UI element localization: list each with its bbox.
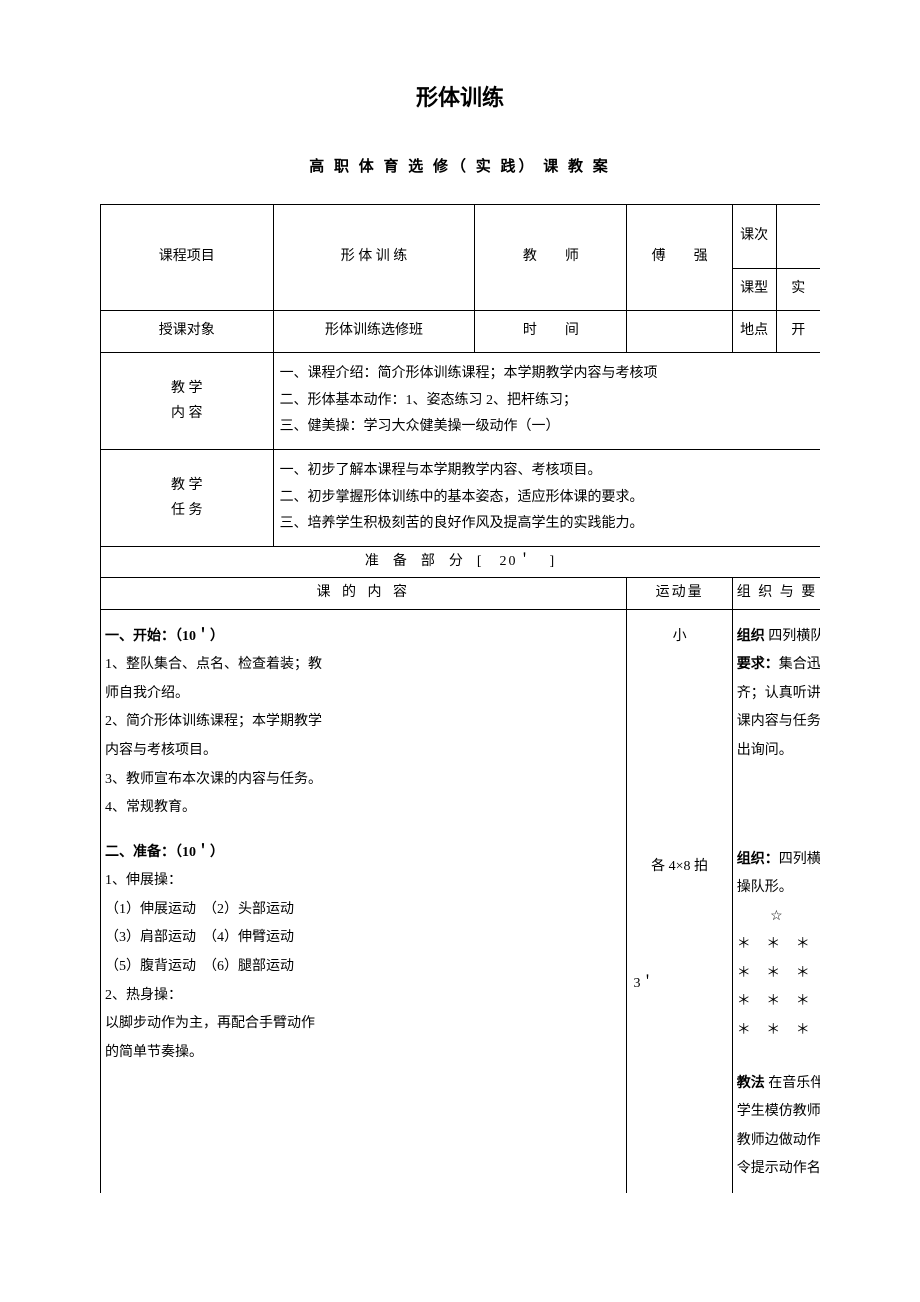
doc-title: 形体训练 bbox=[100, 80, 820, 115]
cell-keci-value bbox=[776, 205, 820, 269]
lesson-plan-table: 课程项目 形 体 训 练 教 师 傅 强 课次 课型 实 授课对象 形体训练选修… bbox=[100, 204, 820, 1193]
cell-task-body: 一、初步了解本课程与本学期教学内容、考核项目。 二、初步掌握形体训练中的基本姿态… bbox=[273, 449, 820, 546]
table-row: 课程项目 形 体 训 练 教 师 傅 强 课次 bbox=[101, 205, 821, 269]
cell-place-value: 开 bbox=[776, 311, 820, 353]
cell-task-label: 教 学 任 务 bbox=[101, 449, 274, 546]
content-line: 三、健美操：学习大众健美操一级动作（一） bbox=[280, 414, 814, 441]
list-item: 2、热身操： bbox=[105, 983, 622, 1010]
body-load-cell: 小 各 4×8 拍 3＇ bbox=[627, 609, 732, 1193]
task-line: 三、培养学生积极刻苦的良好作风及提高学生的实践能力。 bbox=[280, 511, 814, 538]
org-line: 要求：集合迅 bbox=[737, 652, 816, 679]
org-line: 组织 四列横队 bbox=[737, 624, 816, 651]
cell-ketype-value: 实 bbox=[776, 269, 820, 311]
spacer bbox=[631, 883, 727, 969]
cell-course-label: 课程项目 bbox=[101, 205, 274, 311]
cell-teacher-label: 教 师 bbox=[475, 205, 627, 311]
body-row: 一、开始：（10＇） 1、整队集合、点名、检查着装；教 师自我介绍。 2、简介形… bbox=[101, 609, 821, 1193]
org-label: 要求： bbox=[737, 657, 779, 672]
prep-title: 二、准备：（10＇） bbox=[105, 840, 622, 867]
list-item: （1）伸展运动 （2）头部运动 bbox=[105, 897, 622, 924]
table-row: 教 学 任 务 一、初步了解本课程与本学期教学内容、考核项目。 二、初步掌握形体… bbox=[101, 449, 821, 546]
load-small: 小 bbox=[631, 624, 727, 651]
load-3: 3＇ bbox=[631, 971, 727, 998]
cell-time-value bbox=[627, 311, 732, 353]
list-item: 的简单节奏操。 bbox=[105, 1040, 622, 1067]
spacer bbox=[737, 767, 816, 845]
subheader-load: 运动量 bbox=[627, 578, 732, 609]
org-label: 教法 bbox=[737, 1076, 765, 1091]
prep-block: 二、准备：（10＇） 1、伸展操： （1）伸展运动 （2）头部运动 （3）肩部运… bbox=[105, 840, 622, 1067]
start-title: 一、开始：（10＇） bbox=[105, 624, 622, 651]
org-line: 学生模仿教师 bbox=[737, 1099, 816, 1126]
prep-section-title: 准备部分 bbox=[365, 554, 477, 569]
content-line: 二、形体基本动作：1、姿态练习 2、把杆练习； bbox=[280, 388, 814, 415]
sub-header-row: 课 的 内 容 运动量 组 织 与 要 bbox=[101, 578, 821, 609]
org-text: 集合迅 bbox=[779, 657, 820, 672]
table-row: 授课对象 形体训练选修班 时 间 地点 开 bbox=[101, 311, 821, 353]
org-line: 令提示动作名 bbox=[737, 1156, 816, 1183]
content-label-text: 教 学 内 容 bbox=[171, 381, 203, 421]
spacer bbox=[631, 652, 727, 852]
body-org-cell: 组织 四列横队 要求：集合迅 齐；认真听讲 课内容与任务 出询问。 组织：四列横… bbox=[732, 609, 820, 1193]
org-stars: ＊ ＊ ＊ ＊ ＊ ＊ bbox=[737, 989, 816, 1016]
org-line: 出询问。 bbox=[737, 738, 816, 765]
org-line: 教法 在音乐伴 bbox=[737, 1071, 816, 1098]
list-item: 以脚步动作为主，再配合手臂动作 bbox=[105, 1011, 622, 1038]
table-row: 教 学 内 容 一、课程介绍：简介形体训练课程；本学期教学内容与考核项 二、形体… bbox=[101, 353, 821, 450]
org-stars: ＊ ＊ ＊ ＊ ＊ ＊ bbox=[737, 932, 816, 959]
prep-section-time: [ 20＇ ] bbox=[477, 554, 556, 569]
task-line: 一、初步了解本课程与本学期教学内容、考核项目。 bbox=[280, 458, 814, 485]
org-text: 在音乐伴 bbox=[765, 1076, 820, 1091]
list-item: 1、伸展操： bbox=[105, 868, 622, 895]
cell-time-label: 时 间 bbox=[475, 311, 627, 353]
cell-audience-value: 形体训练选修班 bbox=[273, 311, 475, 353]
org-line: 教师边做动作 bbox=[737, 1128, 816, 1155]
doc-subtitle: 高 职 体 育 选 修（ 实 践） 课 教 案 bbox=[100, 155, 820, 179]
subheader-org: 组 织 与 要 bbox=[732, 578, 820, 609]
org-label: 组织： bbox=[737, 852, 779, 867]
prep-section-row: 准备部分[ 20＇ ] bbox=[101, 546, 821, 577]
spacer bbox=[737, 1047, 816, 1069]
cell-content-label: 教 学 内 容 bbox=[101, 353, 274, 450]
list-item: 师自我介绍。 bbox=[105, 681, 622, 708]
list-item: 3、教师宣布本次课的内容与任务。 bbox=[105, 767, 622, 794]
org-line: 组织：四列横 bbox=[737, 847, 816, 874]
cell-content-body: 一、课程介绍：简介形体训练课程；本学期教学内容与考核项 二、形体基本动作：1、姿… bbox=[273, 353, 820, 450]
load-48: 各 4×8 拍 bbox=[631, 854, 727, 881]
cell-place-label: 地点 bbox=[732, 311, 776, 353]
cell-keci-label: 课次 bbox=[732, 205, 776, 269]
org-line: 课内容与任务 bbox=[737, 709, 816, 736]
list-item: 4、常规教育。 bbox=[105, 795, 622, 822]
list-item: 内容与考核项目。 bbox=[105, 738, 622, 765]
cell-teacher-value: 傅 强 bbox=[627, 205, 732, 311]
org-stars: ＊ ＊ ＊ ＊ ＊ ＊ bbox=[737, 1018, 816, 1045]
list-item: （5）腹背运动 （6）腿部运动 bbox=[105, 954, 622, 981]
org-line: 齐；认真听讲 bbox=[737, 681, 816, 708]
prep-section-cell: 准备部分[ 20＇ ] bbox=[101, 546, 821, 577]
org-label: 组织 bbox=[737, 629, 765, 644]
subheader-content: 课 的 内 容 bbox=[101, 578, 627, 609]
content-line: 一、课程介绍：简介形体训练课程；本学期教学内容与考核项 bbox=[280, 361, 814, 388]
task-line: 二、初步掌握形体训练中的基本姿态，适应形体课的要求。 bbox=[280, 485, 814, 512]
list-item: （3）肩部运动 （4）伸臂运动 bbox=[105, 925, 622, 952]
list-item: 1、整队集合、点名、检查着装；教 bbox=[105, 652, 622, 679]
cell-audience-label: 授课对象 bbox=[101, 311, 274, 353]
org-text: 四列横 bbox=[779, 852, 820, 867]
list-item: 2、简介形体训练课程；本学期教学 bbox=[105, 709, 622, 736]
org-line: 操队形。 bbox=[737, 875, 816, 902]
start-block: 一、开始：（10＇） 1、整队集合、点名、检查着装；教 师自我介绍。 2、简介形… bbox=[105, 624, 622, 822]
cell-course-value: 形 体 训 练 bbox=[273, 205, 475, 311]
cell-ketype-label: 课型 bbox=[732, 269, 776, 311]
task-label-text: 教 学 任 务 bbox=[171, 478, 203, 518]
org-star: ☆ bbox=[737, 904, 816, 931]
org-text: 四列横队 bbox=[765, 629, 820, 644]
body-content-cell: 一、开始：（10＇） 1、整队集合、点名、检查着装；教 师自我介绍。 2、简介形… bbox=[101, 609, 627, 1193]
org-stars: ＊ ＊ ＊ ＊ ＊ ＊ bbox=[737, 961, 816, 988]
